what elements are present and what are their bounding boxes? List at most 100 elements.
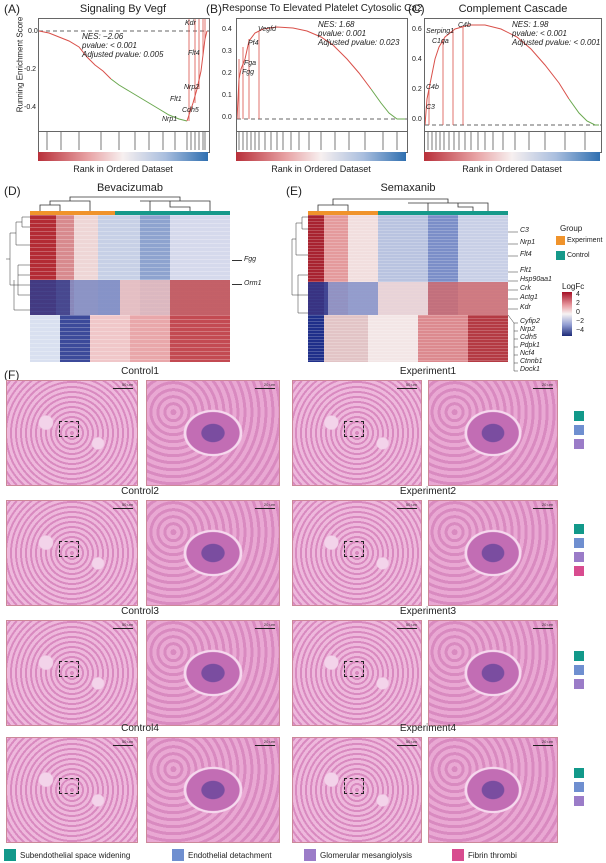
adjusted-b: Adjusted pvalue: 0.023 bbox=[318, 38, 400, 47]
ytick-c-2: 0.2 bbox=[412, 86, 422, 93]
gene-label-nrp1: Nrp1 bbox=[162, 116, 178, 123]
dendrogram-left-d bbox=[6, 216, 30, 311]
lesion-tag-3-1 bbox=[574, 665, 584, 675]
zoom-region-box bbox=[59, 420, 79, 437]
nes-b: NES: 1.68 bbox=[318, 20, 355, 29]
group-bar-experiment-d bbox=[30, 211, 115, 215]
scale-bar-label: 20 um bbox=[263, 622, 275, 627]
heatmap-gene-pdpk1: Pdpk1 bbox=[520, 342, 540, 349]
gsea-plot-a bbox=[38, 18, 210, 132]
heatmap-gene-dock1: Dock1 bbox=[520, 366, 540, 373]
rank-label-a: Rank in Ordered Dataset bbox=[73, 164, 173, 174]
ytick-a-1: -0.2 bbox=[24, 66, 37, 73]
hit-ticks-a bbox=[38, 130, 210, 153]
rank-bar-a bbox=[38, 152, 208, 161]
heatmap-title-d: Bevacizumab bbox=[96, 182, 164, 194]
scale-bar-label: 20 um bbox=[541, 739, 553, 744]
gene-label-pf4: Pf4 bbox=[248, 40, 259, 47]
legend-logfc-title: LogFc bbox=[562, 282, 585, 291]
gsea-curve-b bbox=[236, 26, 407, 120]
legend-logfc-tick-0: 4 bbox=[576, 291, 580, 298]
lesion-tag-3-0 bbox=[574, 651, 584, 661]
panel-letter-d: (D) bbox=[4, 184, 21, 198]
lesion-tag-1-0 bbox=[574, 411, 584, 421]
y-axis-label-a: Running Enrichment Score bbox=[15, 16, 25, 113]
bottom-legend-swatch-3 bbox=[452, 849, 464, 861]
rank-label-c: Rank in Ordered Dataset bbox=[462, 164, 562, 174]
lesion-tag-2-3 bbox=[574, 566, 584, 576]
lesion-tag-2-1 bbox=[574, 538, 584, 548]
dendrogram-left-e bbox=[291, 216, 308, 314]
ytick-a-2: -0.4 bbox=[24, 104, 37, 111]
heatmap-gene-flt4: Flt4 bbox=[520, 251, 532, 258]
gene-label-flt1: Flt1 bbox=[170, 96, 182, 103]
heatmap-gene-cyfip2: Cyfip2 bbox=[520, 318, 540, 325]
gsea-title-a: Signaling By Vegf bbox=[79, 3, 167, 15]
lesion-tag-4-2 bbox=[574, 796, 584, 806]
ytick-c-1: 0.4 bbox=[412, 56, 422, 63]
gsea-plot-b bbox=[236, 18, 408, 132]
nes-c: NES: 1.98 bbox=[512, 20, 549, 29]
experiment-highmag-4: 20 um bbox=[428, 737, 558, 843]
gene-label-fga: Fga bbox=[244, 60, 257, 67]
zoom-region-box bbox=[344, 540, 365, 557]
heatmap-gene-cdh5: Cdh5 bbox=[520, 334, 537, 341]
zoom-region-box bbox=[344, 420, 365, 437]
scale-bar bbox=[397, 388, 417, 389]
heatmap-gene-ctnnb1: Ctnnb1 bbox=[520, 358, 543, 365]
scale-bar bbox=[113, 388, 133, 389]
scale-bar bbox=[397, 508, 417, 509]
heatmap-lower-e bbox=[308, 315, 508, 362]
legend-logfc-tick-3: −2 bbox=[576, 318, 584, 325]
experiment-lowmag-3: 50 um bbox=[292, 620, 422, 726]
ytick-c-3: 0.0 bbox=[412, 116, 422, 123]
control-lowmag-3: 50 um bbox=[6, 620, 138, 726]
gsea-curve-c bbox=[424, 24, 601, 126]
zoom-region-box bbox=[59, 540, 79, 557]
rank-bar-c bbox=[424, 152, 600, 161]
rank-label-b: Rank in Ordered Dataset bbox=[271, 164, 371, 174]
experiment-lowmag-4: 50 um bbox=[292, 737, 422, 843]
adjusted-c: Adjusted pvalue: < 0.001 bbox=[512, 38, 601, 47]
panel-letter-b: (B) bbox=[206, 2, 222, 16]
heatmap-gene-kdr: Kdr bbox=[520, 304, 531, 311]
heatmap-gene-ncf4: Ncf4 bbox=[520, 350, 535, 357]
heatmap-gene-flt1: Flt1 bbox=[520, 267, 532, 274]
control-title-3: Control3 bbox=[121, 606, 159, 617]
pvalue-b: pvalue: 0.001 bbox=[318, 29, 367, 38]
ytick-a-0: 0.0 bbox=[28, 28, 38, 35]
scale-bar-label: 50 um bbox=[121, 622, 133, 627]
gene-label-fgg: Fgg bbox=[242, 69, 255, 76]
control-title-2: Control2 bbox=[121, 486, 159, 497]
panel-letter-f: (F) bbox=[4, 368, 20, 382]
gene-label-vegfd: Vegfd bbox=[258, 26, 277, 33]
lesion-tag-1-2 bbox=[574, 439, 584, 449]
experiment-lowmag-2: 50 um bbox=[292, 500, 422, 606]
experiment-highmag-3: 20 um bbox=[428, 620, 558, 726]
control-lowmag-4: 50 um bbox=[6, 737, 138, 843]
group-bar-experiment-e bbox=[308, 211, 378, 215]
gene-label-c1qa: C1qa bbox=[432, 38, 449, 45]
gsea-curve-a bbox=[38, 19, 209, 122]
control-lowmag-2: 50 um bbox=[6, 500, 138, 606]
scale-bar bbox=[113, 508, 133, 509]
scale-bar bbox=[533, 388, 553, 389]
experiment-title-1: Experiment1 bbox=[399, 366, 457, 377]
ytick-b-2: 0.2 bbox=[222, 70, 232, 77]
scale-bar-label: 20 um bbox=[541, 382, 553, 387]
control-highmag-2: 20 um bbox=[146, 500, 280, 606]
gene-tick-orm1 bbox=[232, 284, 242, 285]
hit-ticks-b bbox=[236, 130, 408, 153]
scale-bar bbox=[255, 388, 275, 389]
scale-bar bbox=[533, 508, 553, 509]
experiment-title-3: Experiment3 bbox=[399, 606, 457, 617]
control-title-4: Control4 bbox=[121, 723, 159, 734]
scale-bar bbox=[255, 628, 275, 629]
ytick-b-3: 0.1 bbox=[222, 92, 232, 99]
heatmap-gene-c3: C3 bbox=[520, 227, 529, 234]
scale-bar-label: 50 um bbox=[405, 739, 417, 744]
scale-bar-label: 50 um bbox=[405, 502, 417, 507]
gene-label-cdh5: Cdh5 bbox=[182, 107, 199, 114]
heatmap-lower-block-e bbox=[308, 282, 508, 315]
legend-group-title: Group bbox=[560, 224, 583, 233]
